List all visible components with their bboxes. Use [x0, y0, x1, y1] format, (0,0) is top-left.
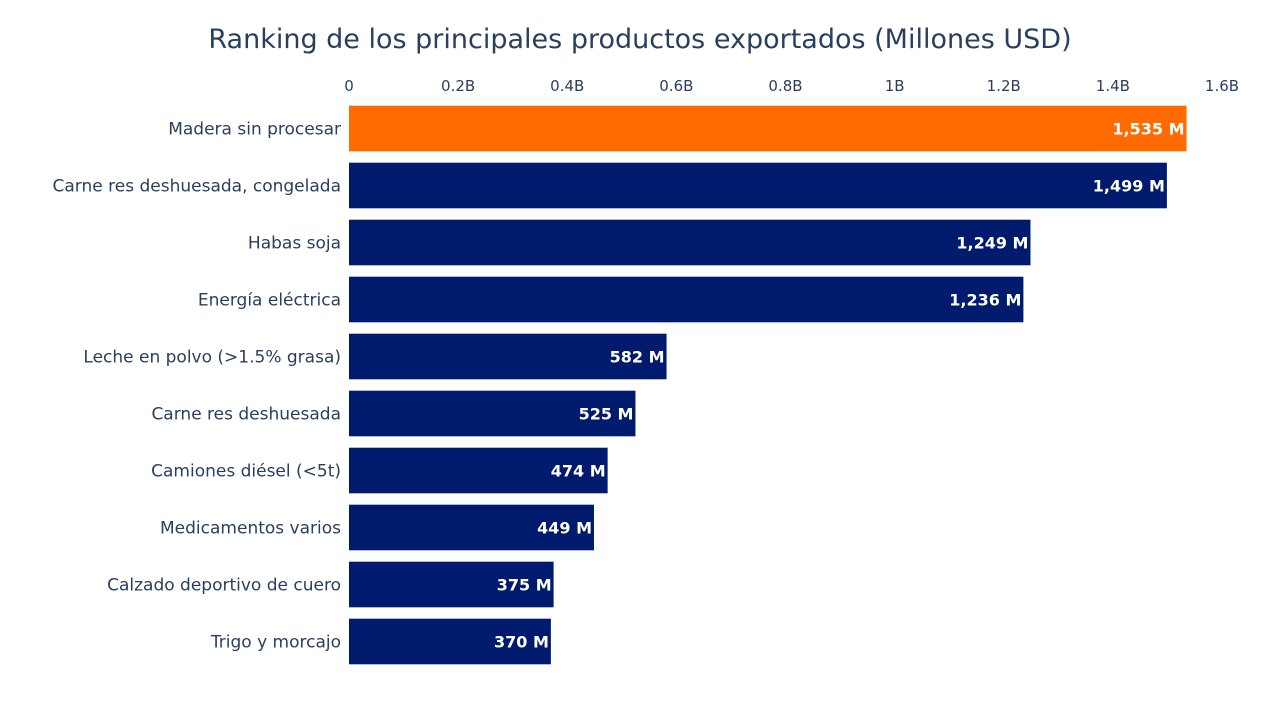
bar-value-label: 375 M: [497, 576, 552, 595]
x-tick-label: 1.4B: [1096, 77, 1130, 95]
bar-labels-group: 1,535 M 1,499 M 1,249 M 1,236 M 582 M 525 M 47…: [494, 120, 1185, 652]
chart-title: Ranking de los principales productos exp…: [208, 24, 1071, 55]
bars-group: [349, 105, 1187, 665]
category-label: Madera sin procesar: [168, 120, 341, 140]
x-tick-label: 1.6B: [1205, 77, 1239, 95]
bar[interactable]: [349, 333, 667, 380]
x-tick-label: 0.6B: [659, 77, 693, 95]
x-tick-label: 0: [344, 77, 354, 95]
bar[interactable]: [349, 561, 554, 608]
bar-value-label: 1,535 M: [1112, 120, 1184, 139]
bar[interactable]: [349, 618, 551, 665]
category-label: Calzado deportivo de cuero: [107, 576, 341, 596]
x-tick-label: 0.2B: [441, 77, 475, 95]
x-axis: 0 0.2B 0.4B 0.6B 0.8B 1B 1.2B 1.4B 1.6B: [344, 77, 1239, 95]
x-tick-label: 1.2B: [987, 77, 1021, 95]
bar[interactable]: [349, 447, 608, 494]
category-label: Carne res deshuesada: [151, 405, 341, 425]
x-tick-label: 1B: [885, 77, 905, 95]
bar[interactable]: [349, 219, 1031, 266]
bar-value-label: 1,499 M: [1093, 177, 1165, 196]
bar-value-label: 525 M: [579, 405, 634, 424]
bar-value-label: 1,249 M: [956, 234, 1028, 253]
x-tick-label: 0.8B: [768, 77, 802, 95]
bar-value-label: 1,236 M: [949, 291, 1021, 310]
bar-value-label: 582 M: [610, 348, 665, 367]
category-label: Trigo y morcajo: [210, 633, 341, 653]
bar[interactable]: [349, 162, 1167, 209]
category-label: Camiones diésel (<5t): [151, 462, 341, 482]
bar[interactable]: [349, 504, 594, 551]
category-label: Medicamentos varios: [160, 519, 341, 539]
category-label: Leche en polvo (>1.5% grasa): [83, 348, 341, 368]
bar[interactable]: [349, 276, 1024, 323]
bar-value-label: 449 M: [537, 519, 592, 538]
bar[interactable]: [349, 390, 636, 437]
y-axis: Madera sin procesar Carne res deshuesada,…: [53, 120, 342, 653]
category-label: Energía eléctrica: [198, 291, 341, 311]
category-label: Carne res deshuesada, congelada: [53, 177, 341, 197]
bar[interactable]: [349, 105, 1187, 152]
x-tick-label: 0.4B: [550, 77, 584, 95]
bar-value-label: 370 M: [494, 633, 549, 652]
category-label: Habas soja: [248, 234, 341, 254]
bar-value-label: 474 M: [551, 462, 606, 481]
